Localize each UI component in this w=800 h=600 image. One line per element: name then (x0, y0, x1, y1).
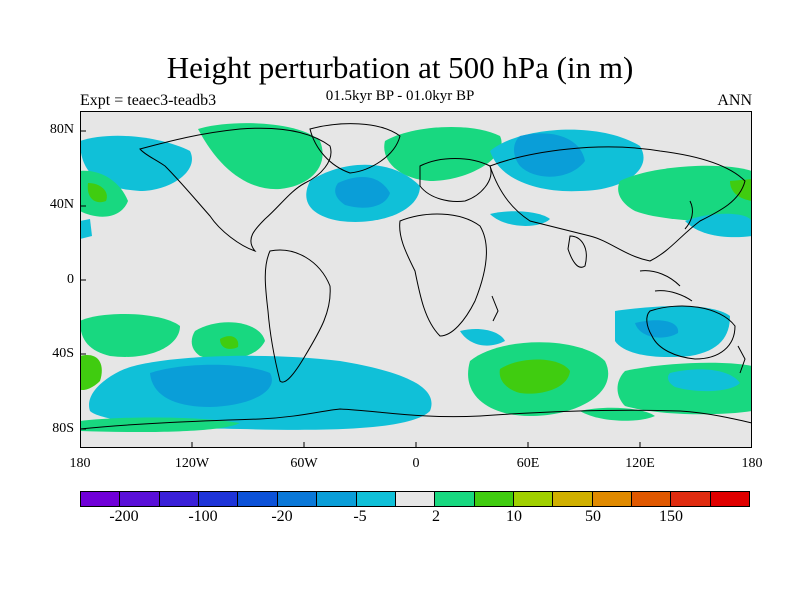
plot-subtitle: 01.5kyr BP - 01.0kyr BP (325, 88, 475, 104)
colorbar-swatch (81, 492, 121, 506)
colorbar-label: 10 (506, 508, 522, 525)
colorbar-label: 50 (585, 508, 601, 525)
map-svg (80, 111, 752, 448)
contour-fills (80, 123, 752, 433)
colorbar-swatch (238, 492, 278, 506)
colorbar (80, 491, 750, 507)
colorbar-swatch (474, 492, 514, 506)
experiment-label: Expt = teaec3-teadb3 (80, 92, 217, 109)
y-tick-label: 80N (49, 122, 74, 137)
colorbar-label: 2 (432, 508, 440, 525)
colorbar-label: -200 (109, 508, 139, 525)
plot-title: Height perturbation at 500 hPa (in m) (166, 50, 634, 85)
season-label: ANN (717, 92, 752, 109)
colorbar-swatch (592, 492, 633, 506)
colorbar-swatch (356, 492, 396, 506)
y-tick-label: 0 (67, 272, 74, 287)
y-tick-label: 80S (52, 421, 74, 436)
colorbar-swatch (671, 492, 711, 506)
colorbar-swatch (317, 492, 357, 506)
colorbar-swatch (120, 492, 160, 506)
colorbar-swatch (277, 492, 318, 506)
tick-marks (80, 130, 641, 448)
colorbar-swatch (159, 492, 200, 506)
x-tick-label: 0 (412, 456, 420, 471)
colorbar-swatch (435, 492, 475, 506)
y-tick-label: 40N (49, 197, 74, 212)
map-panel (80, 111, 752, 448)
y-tick-label: 40S (52, 346, 74, 361)
x-tick-label: 180 (69, 456, 91, 471)
colorbar-label: -20 (271, 508, 293, 525)
x-tick-label: 180 (741, 456, 763, 471)
x-tick-label: 120E (625, 456, 655, 471)
colorbar-swatch (710, 492, 750, 506)
x-tick-label: 60E (516, 456, 540, 471)
colorbar-swatch (553, 492, 593, 506)
colorbar-swatch (199, 492, 239, 506)
x-tick-label: 60W (290, 456, 318, 471)
colorbar-swatch (513, 492, 554, 506)
colorbar-swatch (395, 492, 436, 506)
x-tick-label: 120W (174, 456, 210, 471)
colorbar-label: -5 (353, 508, 367, 525)
colorbar-swatch (632, 492, 672, 506)
coastlines (80, 123, 752, 430)
colorbar-label: -100 (188, 508, 218, 525)
colorbar-label: 150 (659, 508, 683, 525)
